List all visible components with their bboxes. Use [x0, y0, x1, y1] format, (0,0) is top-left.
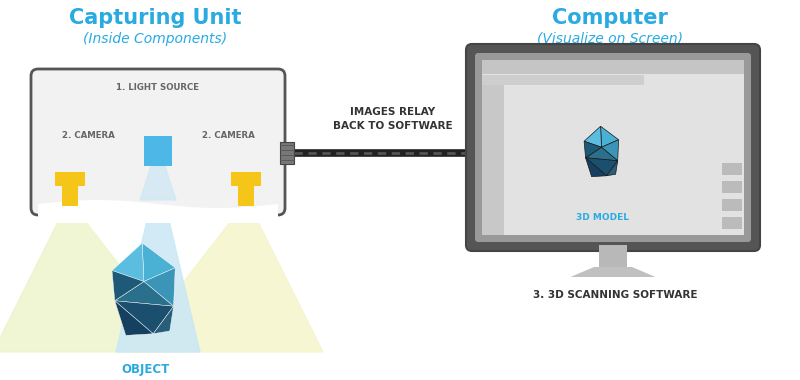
Polygon shape [586, 147, 618, 161]
FancyBboxPatch shape [31, 69, 285, 215]
Polygon shape [38, 200, 278, 223]
Polygon shape [601, 126, 618, 147]
Bar [280, 142, 294, 163]
Polygon shape [116, 208, 200, 352]
Polygon shape [114, 301, 154, 336]
Text: 3D MODEL: 3D MODEL [575, 212, 629, 222]
Bar [62, 184, 78, 206]
Polygon shape [114, 282, 174, 306]
Bar [55, 172, 85, 186]
Text: 2. CAMERA: 2. CAMERA [62, 131, 114, 141]
Bar [722, 181, 742, 193]
Polygon shape [586, 158, 606, 177]
Text: 1. LIGHT SOURCE: 1. LIGHT SOURCE [117, 84, 199, 92]
Text: OBJECT: OBJECT [121, 364, 169, 377]
Bar [144, 136, 172, 166]
FancyBboxPatch shape [475, 53, 751, 242]
Bar [722, 199, 742, 211]
Polygon shape [586, 158, 618, 176]
Text: (Visualize on Screen): (Visualize on Screen) [537, 32, 683, 46]
Polygon shape [602, 140, 618, 161]
Bar [482, 60, 744, 235]
Polygon shape [114, 301, 174, 334]
Polygon shape [154, 306, 174, 334]
Polygon shape [142, 243, 175, 282]
FancyBboxPatch shape [466, 44, 760, 251]
Text: Computer: Computer [552, 8, 668, 28]
Bar [599, 245, 627, 267]
Bar [238, 184, 254, 206]
Bar [482, 60, 744, 74]
Polygon shape [606, 161, 618, 176]
Polygon shape [112, 271, 144, 301]
Text: 3. 3D SCANNING SOFTWARE: 3. 3D SCANNING SOFTWARE [533, 290, 698, 300]
Bar [231, 172, 261, 186]
Polygon shape [584, 126, 602, 147]
Polygon shape [584, 141, 602, 158]
Text: IMAGES RELAY
BACK TO SOFTWARE: IMAGES RELAY BACK TO SOFTWARE [333, 106, 453, 131]
Polygon shape [144, 268, 175, 306]
Text: Capturing Unit: Capturing Unit [69, 8, 242, 28]
Bar [482, 85, 504, 235]
Bar [722, 163, 742, 175]
Polygon shape [0, 208, 186, 352]
Polygon shape [112, 243, 144, 282]
Text: (Inside Components): (Inside Components) [83, 32, 227, 46]
Bar [482, 75, 645, 85]
Polygon shape [129, 208, 323, 352]
Polygon shape [570, 267, 655, 277]
Text: 2. CAMERA: 2. CAMERA [202, 131, 254, 141]
Bar [722, 217, 742, 229]
Polygon shape [140, 166, 176, 200]
